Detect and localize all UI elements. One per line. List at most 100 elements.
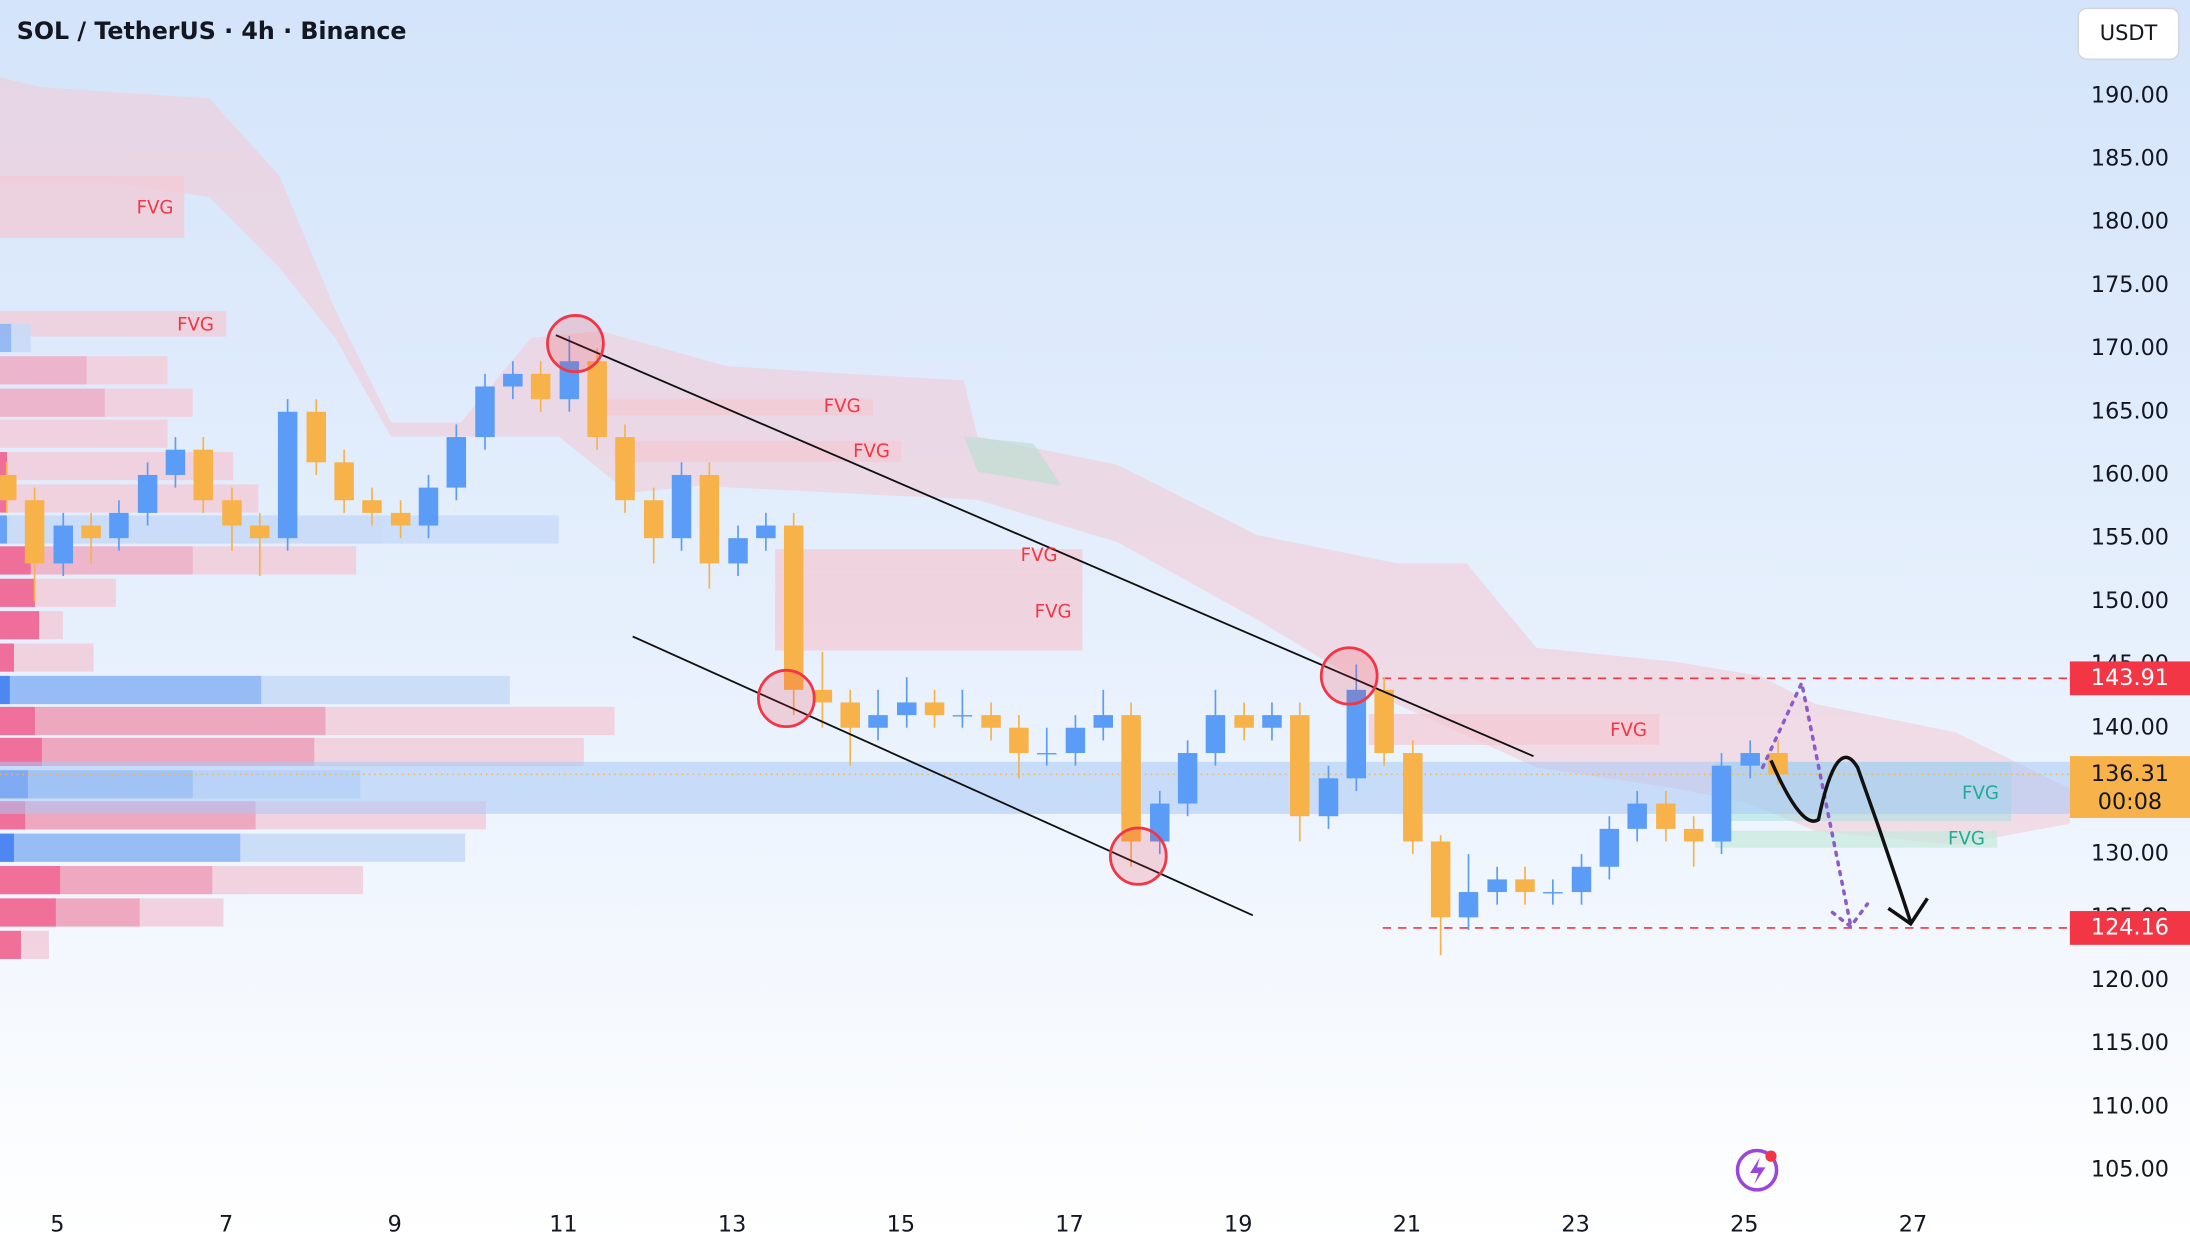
cloud-green [963, 436, 1062, 486]
candle-body [0, 474, 17, 501]
candle-body [137, 474, 158, 513]
candle-body [1290, 715, 1310, 817]
fvg-label: FVG [1948, 828, 1985, 849]
candle-body [1065, 727, 1086, 754]
icon[interactable] [1735, 1148, 1779, 1192]
candle-body [165, 449, 186, 475]
y-tick-label: 160.00 [2091, 461, 2169, 487]
candle-body [418, 487, 439, 526]
candle-body [756, 525, 776, 539]
candle-body [1599, 828, 1620, 867]
fvg-label: FVG [177, 314, 214, 335]
x-tick-label: 9 [388, 1212, 402, 1238]
candle-body [334, 462, 354, 501]
candle-body [615, 437, 635, 501]
candle-body [222, 500, 242, 526]
candle-body [1234, 715, 1254, 728]
candle-body [1177, 753, 1198, 804]
x-tick-label: 21 [1393, 1212, 1421, 1238]
candle-body [1683, 828, 1704, 842]
candle-body [812, 689, 833, 703]
channel-line [632, 635, 1254, 917]
candle-body [924, 702, 945, 716]
candle-body [1262, 715, 1282, 728]
icon [1750, 1157, 1766, 1185]
y-tick-label: 105.00 [2091, 1157, 2169, 1183]
candle-body [53, 525, 74, 564]
currency-button[interactable] [2077, 7, 2180, 60]
y-tick-label: 185.00 [2091, 145, 2169, 171]
x-tick-label: 15 [887, 1212, 915, 1238]
fvg-label: FVG [853, 441, 890, 462]
candle-body [1487, 879, 1507, 893]
chart-title: SOL / TetherUS · 4h · Binance [17, 17, 407, 45]
candle-body [1374, 689, 1394, 754]
candle-body [1121, 715, 1141, 842]
fvg-label: FVG [1610, 720, 1647, 741]
x-tick-label: 17 [1055, 1212, 1083, 1238]
candle-body [1037, 753, 1057, 755]
fvg-label: FVG [1035, 602, 1072, 623]
circles [546, 314, 1379, 886]
x-tick-label: 19 [1224, 1212, 1252, 1238]
candle-body [1009, 727, 1029, 754]
candle-body [1403, 753, 1423, 842]
candle-body [446, 437, 467, 488]
candle-body [390, 512, 411, 526]
candle-body [728, 538, 748, 564]
last-price-tag [2069, 756, 2190, 819]
candle-body [783, 525, 804, 690]
candle-body [1205, 715, 1226, 754]
projection-arrowhead [1887, 897, 1929, 927]
y-tick-label: 120.00 [2091, 967, 2169, 993]
candle-body [1627, 803, 1647, 829]
fvg-label: FVG [1021, 545, 1058, 566]
fvg-label: FVG [1962, 783, 1999, 804]
candle-body [193, 449, 214, 501]
candle-body [952, 715, 973, 717]
x-tick-label: 5 [50, 1212, 64, 1238]
candle-body [1458, 892, 1479, 918]
x-tick-label: 23 [1561, 1212, 1589, 1238]
y-tick-label: 190.00 [2091, 82, 2169, 108]
candle-body [868, 715, 888, 728]
y-tick-label: 110.00 [2091, 1093, 2169, 1119]
countdown: 00:08 [2098, 789, 2162, 815]
plot: FVG FVG FVG FVG FVG FVG FVG FVG FVG SOL … [0, 7, 2190, 1238]
candle-body [671, 474, 692, 539]
candle-body [1430, 841, 1451, 918]
candle-body [1656, 803, 1676, 829]
candle-body [1543, 892, 1563, 894]
candle-body [24, 500, 45, 564]
y-tick-label: 150.00 [2091, 588, 2169, 614]
fvg-label: FVG [137, 197, 174, 218]
candle-body [362, 500, 382, 513]
projection-dotted [1760, 677, 1853, 927]
y-tick-label: 165.00 [2091, 398, 2169, 424]
fvg-boxes [0, 176, 1660, 745]
x-tick-label: 7 [219, 1212, 233, 1238]
y-tick-label: 180.00 [2091, 209, 2169, 235]
candle-body [1740, 753, 1760, 766]
price-tag-label: 124.16 [2091, 914, 2169, 940]
candle-body [503, 373, 523, 387]
candle-body [250, 525, 270, 539]
candle-body [981, 715, 1001, 728]
y-tick-label: 140.00 [2091, 714, 2169, 740]
price-tag [2069, 911, 2190, 945]
candle-body [475, 386, 495, 438]
y-tick-label: 155.00 [2091, 525, 2169, 551]
candle-body [1711, 765, 1732, 842]
y-tick-label: 130.00 [2091, 841, 2169, 867]
candle-body [306, 411, 327, 463]
price-tag-label: 143.91 [2091, 665, 2169, 691]
last-price-label: 136.31 [2091, 761, 2169, 787]
projection-path [1769, 755, 1913, 923]
candle-body [643, 500, 664, 539]
channel-line [555, 334, 1534, 758]
candle-body [1515, 879, 1535, 893]
y-tick-label: 170.00 [2091, 335, 2169, 361]
zone [0, 761, 2070, 814]
